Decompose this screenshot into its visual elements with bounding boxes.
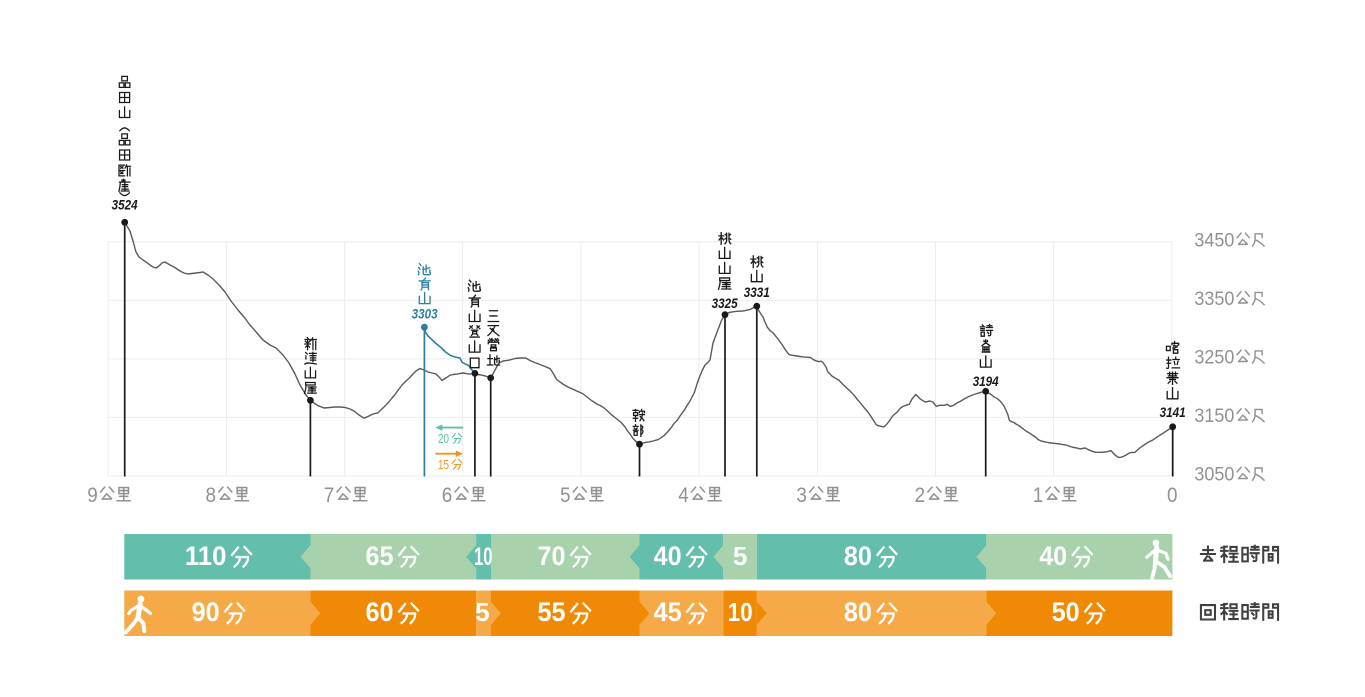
svg-text:3: 3: [796, 484, 807, 507]
svg-text:20: 20: [438, 431, 449, 446]
svg-text:3141: 3141: [1160, 405, 1186, 420]
svg-text:3524: 3524: [112, 197, 138, 212]
svg-text:3450: 3450: [1194, 229, 1234, 251]
svg-text:3331: 3331: [744, 285, 770, 300]
svg-text:70: 70: [538, 541, 566, 571]
svg-text:10: 10: [474, 543, 493, 571]
svg-text:80: 80: [844, 541, 872, 571]
svg-text:3194: 3194: [973, 374, 999, 389]
svg-text:60: 60: [366, 597, 394, 627]
svg-text:0: 0: [1167, 484, 1178, 507]
svg-text:50: 50: [1052, 597, 1080, 627]
svg-text:5: 5: [733, 541, 747, 571]
svg-text:90: 90: [192, 597, 220, 627]
svg-text:110: 110: [185, 541, 227, 571]
svg-text:6: 6: [442, 484, 453, 507]
svg-text:3250: 3250: [1194, 347, 1234, 369]
svg-text:40: 40: [654, 541, 682, 571]
svg-text:45: 45: [654, 597, 682, 627]
svg-text:3303: 3303: [412, 306, 438, 321]
svg-text:5: 5: [560, 484, 571, 507]
svg-text:8: 8: [206, 484, 217, 507]
svg-text:10: 10: [728, 597, 753, 627]
svg-text:5: 5: [475, 597, 489, 627]
svg-text:65: 65: [366, 541, 394, 571]
svg-text:9: 9: [87, 484, 98, 507]
svg-text:80: 80: [844, 597, 872, 627]
svg-text:55: 55: [538, 597, 566, 627]
svg-text:3150: 3150: [1194, 405, 1234, 427]
svg-text:3050: 3050: [1194, 464, 1234, 486]
svg-text:3350: 3350: [1194, 288, 1234, 310]
svg-text:2: 2: [915, 484, 926, 507]
svg-text:4: 4: [678, 484, 689, 507]
svg-text:15: 15: [438, 457, 449, 472]
svg-text:1: 1: [1033, 484, 1044, 507]
svg-text:3325: 3325: [712, 296, 738, 311]
svg-text:7: 7: [324, 484, 335, 507]
svg-text:40: 40: [1039, 541, 1067, 571]
